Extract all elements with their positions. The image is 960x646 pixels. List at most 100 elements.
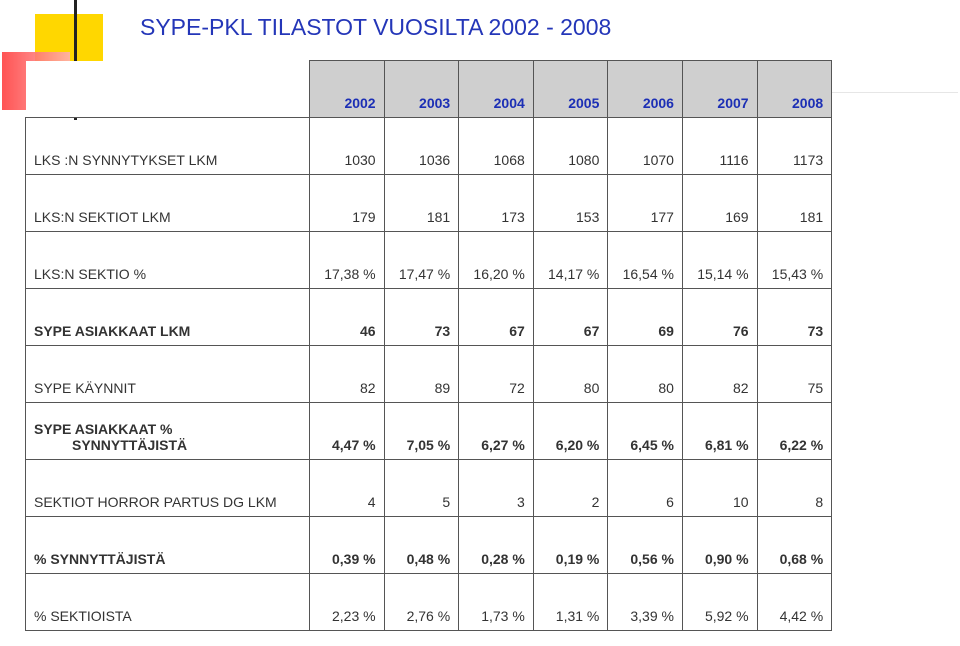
label-line: LKS :N SYNNYTYKSET LKM — [34, 152, 218, 168]
label-line: % SYNNYTTÄJISTÄ — [34, 551, 166, 567]
title: SYPE-PKL TILASTOT VUOSILTA 2002 - 2008 — [140, 14, 612, 40]
data-row: SYPE ASIAKKAAT % SYNNYTTÄJISTÄ 4,47 % 7,05 … — [25, 402, 833, 460]
label-line: LKS:N SEKTIOT LKM — [34, 209, 171, 225]
value-cell: 2 — [532, 459, 609, 517]
value-cell: 1070 — [607, 117, 683, 175]
value-cell: 73 — [756, 288, 833, 346]
value-cell: 1116 — [681, 117, 758, 175]
value-cell: 5 — [383, 459, 460, 517]
value-cell: 1,31 % — [532, 573, 609, 631]
vertical-line — [74, 0, 77, 120]
value-cell: 179 — [309, 174, 385, 232]
row-label: SYPE KÄYNNIT — [25, 345, 310, 403]
value-cell: 2,23 % — [309, 573, 385, 631]
value-cell: 1030 — [309, 117, 385, 175]
row-label: % SEKTIOISTA — [25, 573, 310, 631]
data-row: LKS:N SEKTIO % 17,38 % 17,47 % 16,20 % 14,17… — [25, 231, 833, 289]
value-cell: 67 — [532, 288, 609, 346]
header-row: 2002 2003 2004 2005 2006 2007 2008 — [25, 60, 833, 118]
year-header: 2007 — [681, 60, 758, 118]
label-line: LKS:N SEKTIO % — [34, 266, 147, 282]
row-label: SEKTIOT HORROR PARTUS DG LKM — [25, 459, 310, 517]
value-cell: 0,28 % — [458, 516, 534, 574]
value-cell: 153 — [532, 174, 609, 232]
row-label: SYPE ASIAKKAAT LKM — [25, 288, 310, 346]
value-cell: 17,38 % — [309, 231, 385, 289]
value-cell: 1068 — [458, 117, 534, 175]
year-header: 2006 — [607, 60, 683, 118]
value-cell: 6,27 % — [458, 402, 534, 460]
value-cell: 0,48 % — [383, 516, 460, 574]
data-row: SYPE ASIAKKAAT LKM 46 73 67 67 69 76 73 — [25, 288, 833, 346]
value-cell: 173 — [458, 174, 534, 232]
value-cell: 0,56 % — [607, 516, 683, 574]
value-cell: 15,43 % — [756, 231, 833, 289]
value-cell: 169 — [681, 174, 758, 232]
label-line: SYPE KÄYNNIT — [34, 380, 136, 396]
value-cell: 82 — [681, 345, 758, 403]
value-cell: 17,47 % — [383, 231, 460, 289]
value-cell: 0,39 % — [309, 516, 385, 574]
data-row: % SEKTIOISTA 2,23 % 2,76 % 1,73 % 1,31 % 3,39… — [25, 573, 833, 631]
value-cell: 1,73 % — [458, 573, 534, 631]
value-cell: 0,68 % — [756, 516, 833, 574]
value-cell: 0,90 % — [681, 516, 758, 574]
value-cell: 10 — [681, 459, 758, 517]
value-cell: 1036 — [383, 117, 460, 175]
value-cell: 3 — [458, 459, 534, 517]
value-cell: 72 — [458, 345, 534, 403]
value-cell: 4,42 % — [756, 573, 833, 631]
value-cell: 181 — [756, 174, 833, 232]
value-cell: 3,39 % — [607, 573, 683, 631]
data-row: % SYNNYTTÄJISTÄ 0,39 % 0,48 % 0,28 % 0,19 % 0… — [25, 516, 833, 574]
value-cell: 7,05 % — [383, 402, 460, 460]
value-cell: 69 — [607, 288, 683, 346]
table: 2002 2003 2004 2005 2006 2007 2008 LKS :N SYNNY… — [25, 60, 833, 631]
value-cell: 4,47 % — [309, 402, 385, 460]
value-cell: 6,20 % — [532, 402, 609, 460]
value-cell: 80 — [532, 345, 609, 403]
year-header: 2002 — [309, 60, 385, 118]
corner-cell — [25, 60, 310, 118]
row-label: % SYNNYTTÄJISTÄ — [25, 516, 310, 574]
value-cell: 5,92 % — [681, 573, 758, 631]
row-label: LKS :N SYNNYTYKSET LKM — [25, 117, 310, 175]
value-cell: 76 — [681, 288, 758, 346]
value-cell: 16,54 % — [607, 231, 683, 289]
value-cell: 6,81 % — [681, 402, 758, 460]
label-line: SYNNYTTÄJISTÄ — [72, 437, 188, 453]
value-cell: 6,45 % — [607, 402, 683, 460]
data-row: SEKTIOT HORROR PARTUS DG LKM 4 5 3 2 6 10 8 — [25, 459, 833, 517]
value-cell: 80 — [607, 345, 683, 403]
value-cell: 6,22 % — [756, 402, 833, 460]
data-row: SYPE KÄYNNIT 82 89 72 80 80 82 75 — [25, 345, 833, 403]
value-cell: 8 — [756, 459, 833, 517]
data-row: LKS :N SYNNYTYKSET LKM 1030 1036 1068 1080 10… — [25, 117, 833, 175]
label-line: SYPE ASIAKKAAT LKM — [34, 323, 191, 339]
value-cell: 6 — [607, 459, 683, 517]
value-cell: 15,14 % — [681, 231, 758, 289]
value-cell: 0,19 % — [532, 516, 609, 574]
data-row: LKS:N SEKTIOT LKM 179 181 173 153 177 169 181 — [25, 174, 833, 232]
value-cell: 89 — [383, 345, 460, 403]
value-cell: 46 — [309, 288, 385, 346]
year-header: 2003 — [383, 60, 460, 118]
year-header: 2004 — [458, 60, 534, 118]
value-cell: 181 — [383, 174, 460, 232]
year-header: 2005 — [532, 60, 609, 118]
label-line: SEKTIOT HORROR PARTUS DG LKM — [34, 494, 277, 510]
value-cell: 1173 — [756, 117, 833, 175]
value-cell: 177 — [607, 174, 683, 232]
year-header: 2008 — [756, 60, 833, 118]
value-cell: 75 — [756, 345, 833, 403]
value-cell: 14,17 % — [532, 231, 609, 289]
value-cell: 1080 — [532, 117, 609, 175]
label-line: % SEKTIOISTA — [34, 608, 132, 624]
value-cell: 4 — [309, 459, 385, 517]
row-label: LKS:N SEKTIO % — [25, 231, 310, 289]
value-cell: 2,76 % — [383, 573, 460, 631]
label-line: SYPE ASIAKKAAT % — [34, 421, 173, 437]
row-label: SYPE ASIAKKAAT % SYNNYTTÄJISTÄ — [25, 402, 310, 460]
value-cell: 73 — [383, 288, 460, 346]
